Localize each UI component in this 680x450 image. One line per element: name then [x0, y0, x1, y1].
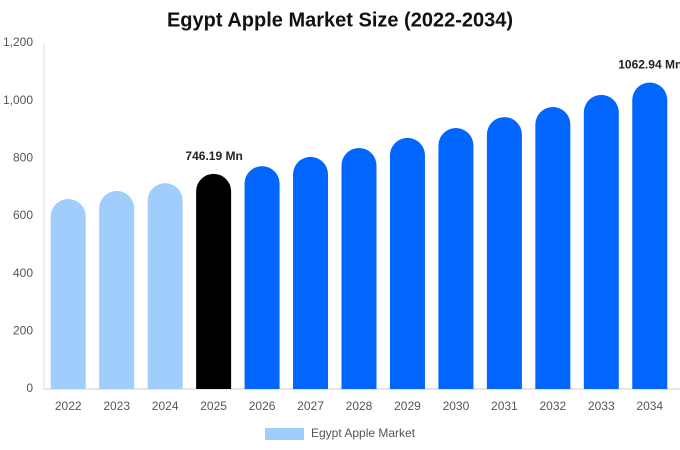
- bar: [99, 190, 135, 389]
- x-tick-label: 2029: [394, 399, 421, 413]
- y-tick-label: 600: [13, 208, 33, 222]
- y-tick-label: 0: [26, 381, 33, 395]
- x-tick-label: 2028: [346, 399, 373, 413]
- bar: [196, 173, 232, 389]
- y-tick-label: 200: [13, 324, 33, 338]
- bar: [632, 82, 668, 389]
- y-tick-label: 800: [13, 151, 33, 165]
- bar: [583, 94, 619, 390]
- bar: [244, 166, 280, 389]
- chart-title: Egypt Apple Market Size (2022-2034): [167, 9, 513, 31]
- x-tick-label: 2024: [152, 399, 179, 413]
- bar: [147, 183, 183, 389]
- x-tick-label: 2026: [249, 399, 276, 413]
- legend-label: Egypt Apple Market: [311, 426, 416, 440]
- x-tick-label: 2031: [491, 399, 518, 413]
- legend-swatch: [265, 428, 304, 440]
- x-tick-label: 2023: [103, 399, 130, 413]
- x-tick-label: 2025: [200, 399, 227, 413]
- x-tick-label: 2022: [55, 399, 82, 413]
- bar: [438, 128, 474, 389]
- bar: [535, 107, 571, 389]
- value-label: 746.19 Mn: [185, 149, 242, 163]
- value-label: 1062.94 Mn: [618, 58, 680, 72]
- x-tick-label: 2030: [443, 399, 470, 413]
- x-tick-label: 2032: [539, 399, 566, 413]
- y-tick-label: 1,000: [3, 93, 33, 107]
- y-tick-label: 1,200: [3, 35, 33, 49]
- y-tick-label: 400: [13, 266, 33, 280]
- x-tick-label: 2034: [636, 399, 663, 413]
- bar: [341, 147, 377, 389]
- bar: [389, 137, 425, 389]
- x-tick-label: 2033: [588, 399, 615, 413]
- bar: [50, 198, 86, 389]
- bar: [486, 117, 522, 389]
- x-tick-label: 2027: [297, 399, 324, 413]
- bar: [293, 156, 329, 389]
